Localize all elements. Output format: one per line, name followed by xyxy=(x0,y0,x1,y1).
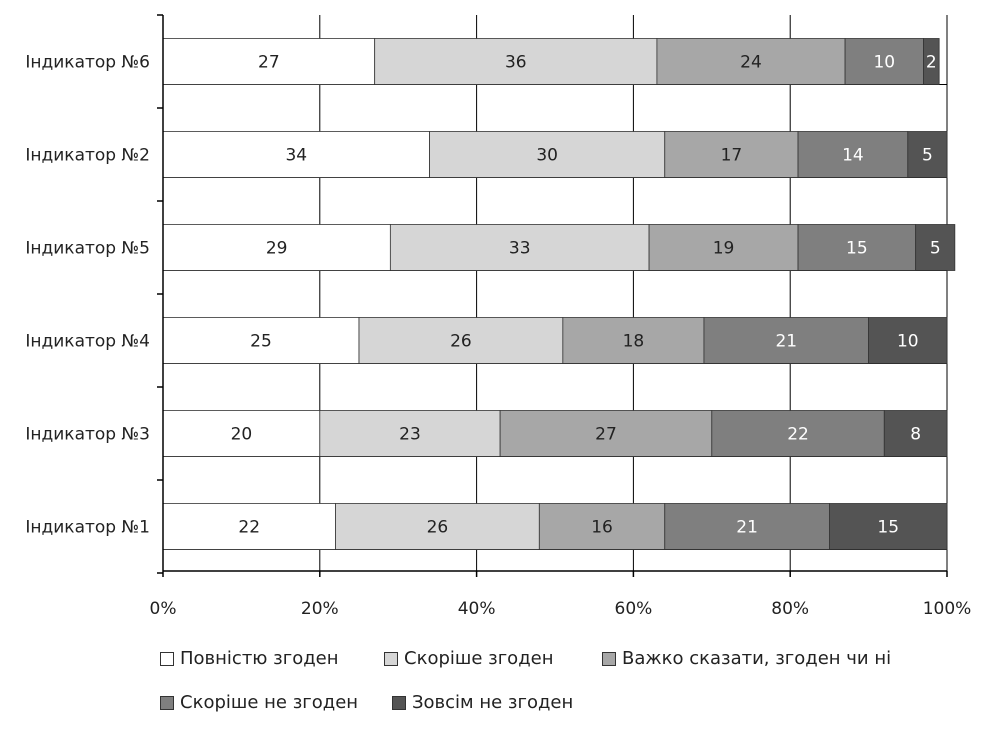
bar-segment xyxy=(797,224,917,271)
bar-segment xyxy=(844,38,924,85)
data-label: 21 xyxy=(775,332,797,352)
data-label: 29 xyxy=(266,239,288,259)
data-label: 24 xyxy=(740,53,762,73)
legend-swatch-3 xyxy=(160,695,174,710)
data-label: 26 xyxy=(427,518,449,538)
data-label: 27 xyxy=(258,53,280,73)
legend-row-2: Скоріше не згоден Зовсім не згоден xyxy=(160,692,960,716)
data-label: 10 xyxy=(873,53,895,73)
data-label: 21 xyxy=(736,518,758,538)
data-label: 27 xyxy=(595,425,617,445)
bar-segment xyxy=(829,503,948,550)
bar-segment xyxy=(429,131,666,178)
legend-label-4: Зовсім не згоден xyxy=(412,692,574,713)
legend-label-3: Скоріше не згоден xyxy=(180,692,359,713)
x-tick-label: 0% xyxy=(150,599,177,619)
bar-segment xyxy=(883,410,948,457)
data-label: 25 xyxy=(250,332,272,352)
category-label: Індикатор №3 xyxy=(25,425,150,445)
bar-segment xyxy=(907,131,948,178)
legend-item-1: Скоріше згоден xyxy=(384,648,553,669)
bar-segment xyxy=(374,38,658,85)
legend: Повністю згоден Скоріше згоден Важко ска… xyxy=(160,648,960,736)
data-label: 20 xyxy=(231,425,253,445)
data-label: 14 xyxy=(842,146,864,166)
bar-segment xyxy=(923,38,940,85)
x-tick-label: 60% xyxy=(615,599,653,619)
bar-segment xyxy=(703,317,870,364)
data-label: 8 xyxy=(910,425,921,445)
bar-segment xyxy=(868,317,948,364)
bar-segment xyxy=(389,224,650,271)
data-label: 23 xyxy=(399,425,421,445)
chart: 27 36 24 10 2 Індикатор №6 34 30 17 14 5 Індикатор … xyxy=(25,14,971,620)
legend-item-3: Скоріше не згоден xyxy=(160,692,358,713)
category-label: Індикатор №4 xyxy=(25,332,150,352)
data-label: 33 xyxy=(509,239,531,259)
bar-segment xyxy=(656,38,846,85)
data-label: 16 xyxy=(591,518,613,538)
bar-segment xyxy=(664,131,799,178)
legend-swatch-1 xyxy=(384,651,398,666)
bar-segment xyxy=(319,410,501,457)
bar-segment xyxy=(499,410,713,457)
data-label: 17 xyxy=(721,146,743,166)
data-label: 22 xyxy=(787,425,809,445)
x-tick-label: 100% xyxy=(923,599,972,619)
bar-segment xyxy=(664,503,830,550)
legend-item-2: Важко сказати, згоден чи ні xyxy=(602,648,891,669)
bar-segment xyxy=(335,503,540,550)
data-label: 26 xyxy=(450,332,472,352)
bar-segment xyxy=(915,224,956,271)
category-label: Індикатор №6 xyxy=(25,53,150,73)
legend-item-4: Зовсім не згоден xyxy=(392,692,573,713)
data-label: 19 xyxy=(713,239,735,259)
legend-swatch-2 xyxy=(602,651,616,666)
bars xyxy=(162,38,956,550)
data-label: 5 xyxy=(922,146,933,166)
data-label: 36 xyxy=(505,53,527,73)
bar-segment xyxy=(711,410,885,457)
legend-swatch-0 xyxy=(160,651,174,666)
bar-segment xyxy=(358,317,564,364)
data-label: 2 xyxy=(926,53,937,73)
category-label: Індикатор №2 xyxy=(25,146,150,166)
bar-segment xyxy=(162,410,321,457)
legend-label-0: Повністю згоден xyxy=(180,648,339,669)
data-label: 15 xyxy=(846,239,868,259)
data-label: 34 xyxy=(285,146,307,166)
legend-label-2: Важко сказати, згоден чи ні xyxy=(622,648,892,669)
data-label: 10 xyxy=(897,332,919,352)
data-label: 15 xyxy=(877,518,899,538)
data-label: 30 xyxy=(536,146,558,166)
data-label: 22 xyxy=(238,518,260,538)
data-label: 18 xyxy=(623,332,645,352)
bar-segment xyxy=(162,503,336,550)
legend-row-1: Повністю згоден Скоріше згоден Важко ска… xyxy=(160,648,960,672)
bar-segment xyxy=(162,131,430,178)
labels: 27 36 24 10 2 Індикатор №6 34 30 17 14 5 Індикатор … xyxy=(25,53,971,620)
x-tick-label: 20% xyxy=(301,599,339,619)
bar-segment xyxy=(797,131,909,178)
bar-segment xyxy=(162,38,376,85)
legend-swatch-4 xyxy=(392,695,406,710)
bar-segment xyxy=(162,317,360,364)
bar-segment xyxy=(562,317,705,364)
legend-item-0: Повністю згоден xyxy=(160,648,339,669)
data-label: 5 xyxy=(930,239,941,259)
x-tick-label: 80% xyxy=(771,599,809,619)
axes xyxy=(157,14,948,577)
legend-label-1: Скоріше згоден xyxy=(404,648,554,669)
gridlines xyxy=(163,15,948,571)
category-label: Індикатор №5 xyxy=(25,239,150,259)
category-label: Індикатор №1 xyxy=(25,518,150,538)
x-tick-label: 40% xyxy=(458,599,496,619)
bar-segment xyxy=(538,503,666,550)
bar-segment xyxy=(648,224,799,271)
